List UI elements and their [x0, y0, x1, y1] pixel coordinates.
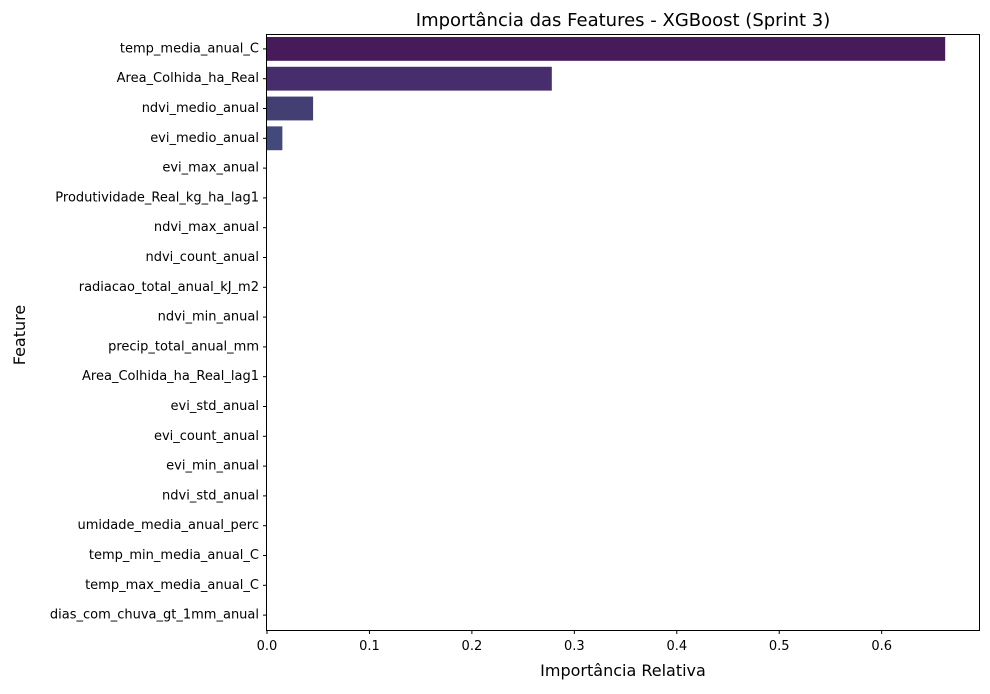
y-tick-label: evi_medio_anual: [150, 131, 259, 146]
bar-evi_medio_anual: [267, 126, 283, 151]
y-tick-label: ndvi_count_anual: [146, 250, 260, 265]
y-tick-label: Produtividade_Real_kg_ha_lag1: [55, 190, 259, 205]
x-tick-label: 0.2: [462, 639, 483, 654]
y-tick-label: evi_count_anual: [154, 429, 259, 444]
y-axis-ticks: temp_media_anual_C Area_Colhida_ha_Realnd…: [50, 41, 267, 623]
y-tick-label: radiacao_total_anual_kJ_m2: [79, 280, 259, 295]
y-tick-label: evi_std_anual: [171, 399, 259, 414]
x-tick-label: 0.4: [666, 639, 687, 654]
y-tick-label: Area_Colhida_ha_Real_lag1: [82, 369, 259, 384]
y-tick-label: ndvi_min_anual: [158, 310, 259, 325]
x-axis-ticks: 0.0 0.1 0.2 0.3 0.4 0.5 0.6: [257, 630, 892, 654]
y-tick-label: temp_max_media_anual_C: [85, 578, 259, 593]
bar-temp_media_anual_C: [267, 36, 946, 61]
bars-layer: [267, 36, 946, 151]
x-tick-label: 0.0: [257, 639, 278, 654]
y-tick-label: evi_max_anual: [162, 161, 259, 176]
x-tick-label: 0.6: [871, 639, 892, 654]
y-tick-label: dias_com_chuva_gt_1mm_anual: [50, 608, 259, 623]
x-axis-label: Importância Relativa: [540, 661, 706, 680]
plot-frame: [266, 34, 980, 631]
bar-Area_Colhida_ha_Real: [267, 66, 552, 91]
y-tick-label: precip_total_anual_mm: [108, 339, 259, 354]
y-axis-label: Feature: [10, 305, 29, 365]
y-tick-label: ndvi_std_anual: [162, 488, 259, 503]
y-tick-label: ndvi_max_anual: [154, 220, 259, 235]
x-tick-label: 0.1: [359, 639, 380, 654]
x-tick-label: 0.5: [769, 639, 790, 654]
y-tick-label: umidade_media_anual_perc: [78, 518, 259, 533]
y-tick-label: ndvi_medio_anual: [142, 101, 259, 116]
y-tick-label: evi_min_anual: [166, 459, 259, 474]
y-tick-label: temp_media_anual_C: [120, 41, 259, 56]
bar-ndvi_medio_anual: [267, 96, 314, 121]
x-tick-label: 0.3: [564, 639, 585, 654]
y-tick-label: temp_min_media_anual_C: [89, 548, 259, 563]
y-tick-label: Area_Colhida_ha_Real: [117, 71, 259, 86]
chart-title: Importância das Features - XGBoost (Spri…: [416, 10, 830, 31]
